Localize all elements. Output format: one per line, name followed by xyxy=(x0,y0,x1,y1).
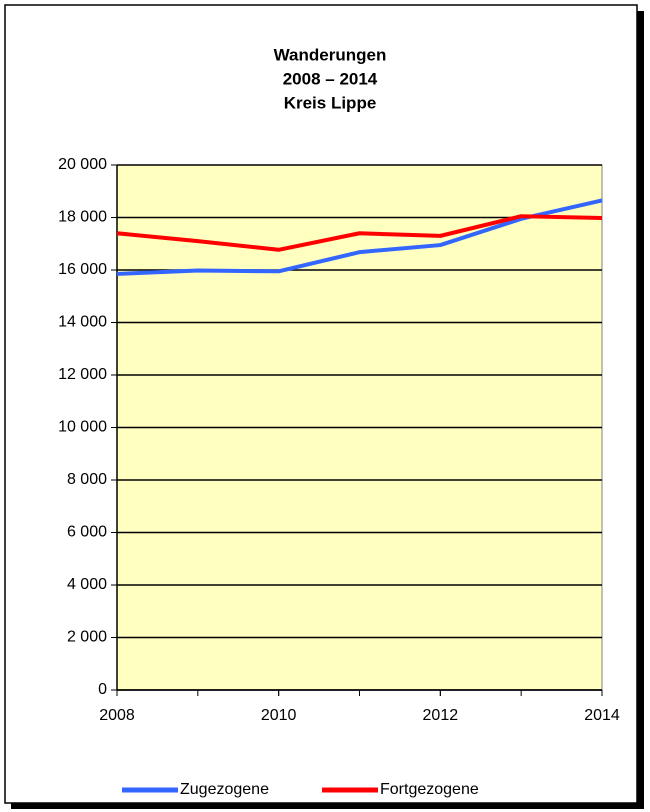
data-line xyxy=(116,214,603,252)
chart-title: 2008 – 2014 xyxy=(283,69,378,88)
legend-label: Zugezogene xyxy=(180,781,269,798)
y-tick-label: 12 000 xyxy=(58,366,107,383)
y-tick-label: 16 000 xyxy=(58,261,107,278)
y-tick-label: 0 xyxy=(98,681,107,698)
chart-title: Kreis Lippe xyxy=(284,93,377,112)
y-tick-label: 14 000 xyxy=(58,314,107,331)
x-tick-label: 2010 xyxy=(261,707,297,724)
y-tick-label: 6 000 xyxy=(67,524,107,541)
y-tick-label: 10 000 xyxy=(58,419,107,436)
y-tick-label: 4 000 xyxy=(67,576,107,593)
x-tick-label: 2008 xyxy=(99,707,135,724)
y-tick-label: 8 000 xyxy=(67,471,107,488)
legend-label: Fortgezogene xyxy=(380,781,479,798)
y-tick-label: 18 000 xyxy=(58,209,107,226)
x-tick-label: 2012 xyxy=(423,707,459,724)
data-line xyxy=(116,198,603,276)
y-tick-label: 2 000 xyxy=(67,629,107,646)
x-tick-label: 2014 xyxy=(584,707,620,724)
chart-title: Wanderungen xyxy=(274,45,387,64)
y-tick-label: 20 000 xyxy=(58,156,107,173)
